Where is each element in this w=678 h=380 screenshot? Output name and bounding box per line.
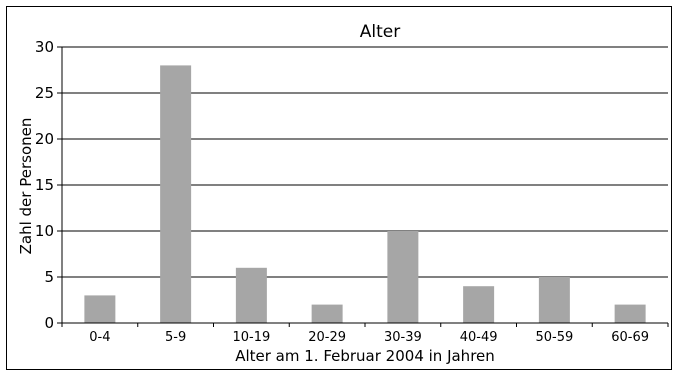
y-tick-label-30: 30 (35, 38, 54, 56)
axes (57, 46, 669, 327)
y-axis-label: Zahl der Personen (17, 118, 35, 255)
x-tick-labels: 0-4 5-9 10-19 20-29 30-39 40-49 50-59 60-69 (89, 330, 649, 345)
x-tick-label-0-4: 0-4 (89, 330, 110, 345)
bar-60-69 (614, 304, 646, 323)
chart-title: Alter (360, 22, 400, 42)
x-tick-label-5-9: 5-9 (165, 330, 186, 345)
y-tick-label-5: 5 (44, 268, 54, 286)
y-tick-label-20: 20 (35, 130, 54, 148)
y-tick-labels: 0 5 10 15 20 25 30 (35, 38, 54, 332)
x-tick-label-60-69: 60-69 (611, 330, 649, 345)
y-tick-label-25: 25 (35, 84, 54, 102)
y-tick-label-0: 0 (44, 314, 54, 332)
bar-0-4 (84, 295, 116, 323)
bar-10-19 (235, 267, 267, 323)
bars (84, 65, 646, 324)
x-tick-label-30-39: 30-39 (384, 330, 422, 345)
y-tick-label-15: 15 (35, 176, 54, 194)
bar-5-9 (160, 65, 192, 324)
x-tick-label-10-19: 10-19 (232, 330, 270, 345)
bar-40-49 (463, 286, 495, 323)
bar-50-59 (538, 277, 570, 323)
x-axis-label: Alter am 1. Februar 2004 in Jahren (235, 347, 495, 365)
x-tick-label-40-49: 40-49 (460, 330, 498, 345)
x-tick-label-20-29: 20-29 (308, 330, 346, 345)
x-tick-label-50-59: 50-59 (535, 330, 573, 345)
y-tick-label-10: 10 (35, 222, 54, 240)
bar-30-39 (387, 231, 419, 323)
bar-20-29 (311, 304, 343, 323)
